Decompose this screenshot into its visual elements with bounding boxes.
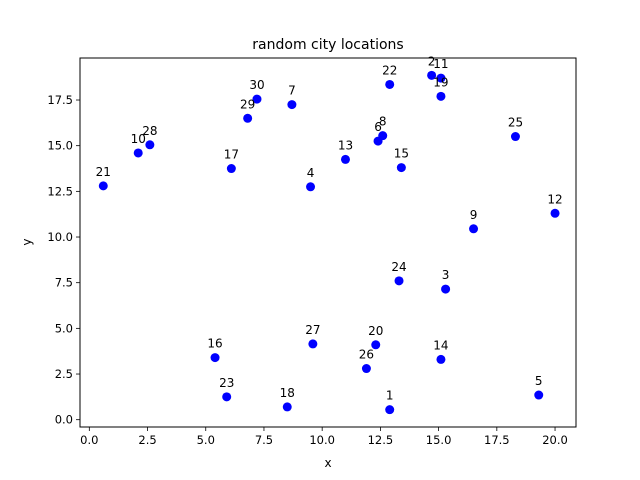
city-point xyxy=(394,276,404,286)
city-point xyxy=(510,132,520,142)
city-label: 27 xyxy=(305,323,320,337)
city-label: 22 xyxy=(382,63,397,77)
city-point xyxy=(427,70,437,80)
y-tick-label: 10.0 xyxy=(47,230,73,244)
city-point xyxy=(252,94,262,104)
city-label: 26 xyxy=(359,348,374,362)
city-label: 15 xyxy=(394,147,409,161)
x-tick-label: 17.5 xyxy=(484,433,510,447)
y-tick-label: 17.5 xyxy=(47,93,73,107)
y-tick-label: 12.5 xyxy=(47,184,73,198)
city-label: 12 xyxy=(547,192,562,206)
city-label: 29 xyxy=(240,97,255,111)
city-point xyxy=(145,140,155,150)
city-point xyxy=(441,284,451,294)
city-label: 23 xyxy=(219,376,234,390)
city-point xyxy=(385,405,395,415)
city-point xyxy=(436,354,446,364)
y-tick-label: 7.5 xyxy=(55,276,73,290)
point-labels: 1234567891011121314151617181920212223242… xyxy=(96,54,563,402)
x-tick-label: 12.5 xyxy=(368,433,394,447)
city-point xyxy=(436,73,446,83)
x-tick-label: 2.5 xyxy=(138,433,156,447)
city-point xyxy=(306,182,316,192)
x-tick-label: 0.0 xyxy=(80,433,98,447)
city-label: 14 xyxy=(433,338,448,352)
city-point xyxy=(371,340,381,350)
city-label: 20 xyxy=(368,324,383,338)
city-label: 5 xyxy=(535,374,543,388)
city-point xyxy=(550,208,560,218)
x-tick-label: 10.0 xyxy=(309,433,335,447)
city-label: 9 xyxy=(470,208,478,222)
city-label: 11 xyxy=(433,57,448,71)
city-point xyxy=(133,148,143,158)
city-point xyxy=(308,339,318,349)
data-points xyxy=(98,70,560,415)
city-point xyxy=(378,131,388,141)
plot-area-frame xyxy=(79,57,577,428)
chart-title: random city locations xyxy=(252,37,403,53)
city-point xyxy=(226,164,236,174)
city-label: 2 xyxy=(428,54,436,68)
city-point xyxy=(243,113,253,123)
city-point xyxy=(436,91,446,101)
city-label: 28 xyxy=(142,124,157,138)
x-axis-label: x xyxy=(324,456,331,470)
city-label: 30 xyxy=(249,78,264,92)
city-label: 16 xyxy=(207,337,222,351)
y-tick-label: 15.0 xyxy=(47,139,73,153)
city-label: 8 xyxy=(379,115,387,129)
x-tick-label: 15.0 xyxy=(426,433,452,447)
city-point xyxy=(534,390,544,400)
city-label: 24 xyxy=(391,260,406,274)
city-label: 4 xyxy=(307,166,315,180)
city-point xyxy=(361,364,371,374)
y-axis-ticks: 0.0 2.5 5.0 7.5 10.0 12.5 15.0 17.5 xyxy=(47,93,80,427)
city-point xyxy=(287,100,297,110)
x-tick-label: 7.5 xyxy=(255,433,273,447)
city-point xyxy=(469,224,479,234)
y-tick-label: 2.5 xyxy=(55,367,73,381)
city-label: 6 xyxy=(374,120,382,134)
city-point xyxy=(385,79,395,89)
city-label: 25 xyxy=(508,116,523,130)
y-tick-label: 0.0 xyxy=(55,413,73,427)
city-point xyxy=(396,163,406,173)
city-label: 7 xyxy=(288,84,296,98)
city-point xyxy=(222,392,232,402)
city-label: 3 xyxy=(442,268,450,282)
y-tick-label: 5.0 xyxy=(55,321,73,335)
x-axis-ticks: 0.0 2.5 5.0 7.5 10.0 12.5 15.0 17.5 20.0 xyxy=(80,427,568,447)
city-label: 19 xyxy=(433,75,448,89)
city-label: 21 xyxy=(96,165,111,179)
city-point xyxy=(340,154,350,164)
city-point xyxy=(282,402,292,412)
city-label: 13 xyxy=(338,138,353,152)
y-axis-label: y xyxy=(20,238,34,245)
city-label: 17 xyxy=(224,148,239,162)
x-tick-label: 20.0 xyxy=(542,433,568,447)
city-label: 1 xyxy=(386,389,394,403)
x-tick-label: 5.0 xyxy=(197,433,215,447)
city-point xyxy=(210,353,220,363)
city-point xyxy=(98,181,108,191)
city-label: 18 xyxy=(280,386,295,400)
city-label: 10 xyxy=(131,132,146,146)
